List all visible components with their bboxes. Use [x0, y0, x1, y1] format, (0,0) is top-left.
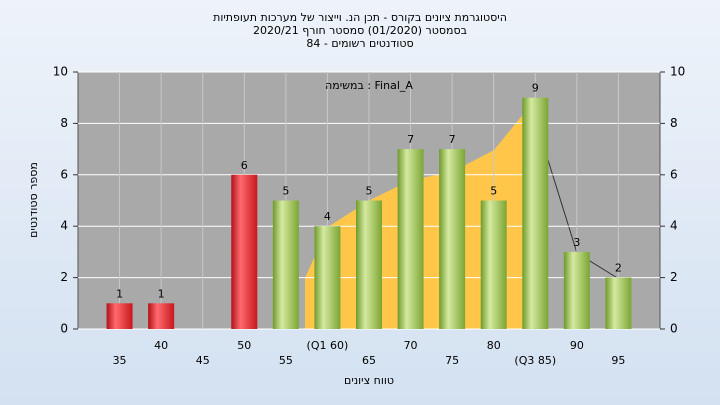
bar	[148, 303, 175, 329]
chart-subtitle: סטודנטים רשומים - 84	[306, 37, 413, 50]
chart-title: היסטוגרמת ציונים בקורס - תכן הנ. וייצור …	[213, 11, 507, 24]
data-label: 1	[116, 287, 123, 300]
y2-tick-label: 2	[670, 270, 678, 284]
x-tick-label: 90	[570, 339, 584, 352]
y-tick-label: 8	[60, 116, 68, 130]
bar	[397, 149, 424, 329]
x-tick-label: (Q1 60)	[307, 339, 349, 352]
y-tick-label: 10	[53, 65, 68, 79]
bar	[272, 200, 299, 329]
bar	[314, 226, 341, 329]
bar	[231, 174, 258, 329]
data-label: 6	[241, 159, 248, 172]
x-tick-label: 75	[445, 354, 459, 367]
data-label: 7	[449, 133, 456, 146]
x-tick-label: 45	[196, 354, 210, 367]
y-tick-label: 6	[60, 167, 68, 181]
data-label: 9	[532, 82, 539, 95]
bar	[439, 149, 466, 329]
x-tick-label: 80	[487, 339, 501, 352]
y-axis-label: מספר סטודנטים	[27, 162, 40, 238]
y2-tick-label: 6	[670, 167, 678, 181]
x-tick-label: 40	[154, 339, 168, 352]
y2-tick-label: 10	[670, 65, 685, 79]
data-label: 3	[573, 236, 580, 249]
data-label: 2	[615, 262, 622, 275]
y2-tick-label: 8	[670, 116, 678, 130]
x-tick-label: (Q3 85)	[514, 354, 556, 367]
bar	[605, 277, 632, 329]
chart-subtitle: בסמסטר (01/2020) סמסטר חורף 2020/21	[253, 24, 467, 37]
y-tick-label: 4	[60, 219, 68, 233]
data-label: 7	[407, 133, 414, 146]
x-tick-label: 65	[362, 354, 376, 367]
x-tick-label: 55	[279, 354, 293, 367]
y-tick-label: 2	[60, 270, 68, 284]
x-axis-label: טווח ציונים	[344, 374, 394, 387]
data-label: 5	[282, 185, 289, 198]
data-label: 4	[324, 210, 331, 223]
data-label: 5	[366, 185, 373, 198]
y2-tick-label: 4	[670, 219, 678, 233]
x-tick-label: 35	[113, 354, 127, 367]
bar	[106, 303, 133, 329]
data-label: 5	[490, 185, 497, 198]
data-label: 1	[158, 287, 165, 300]
bar	[480, 200, 507, 329]
x-tick-label: 50	[237, 339, 251, 352]
y2-tick-label: 0	[670, 322, 678, 336]
y-tick-label: 0	[60, 322, 68, 336]
x-tick-label: 70	[404, 339, 418, 352]
bar	[563, 251, 590, 329]
x-tick-label: 95	[611, 354, 625, 367]
bar	[522, 97, 549, 329]
annotation: במשימה : Final_A	[325, 79, 413, 92]
bar	[356, 200, 382, 329]
